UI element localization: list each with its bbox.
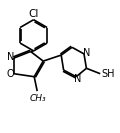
Text: Cl: Cl <box>28 9 39 19</box>
Text: N: N <box>74 74 81 84</box>
Text: O: O <box>6 69 14 79</box>
Text: N: N <box>7 53 14 63</box>
Text: SH: SH <box>102 69 115 79</box>
Text: CH₃: CH₃ <box>30 94 46 103</box>
Text: N: N <box>83 48 90 58</box>
